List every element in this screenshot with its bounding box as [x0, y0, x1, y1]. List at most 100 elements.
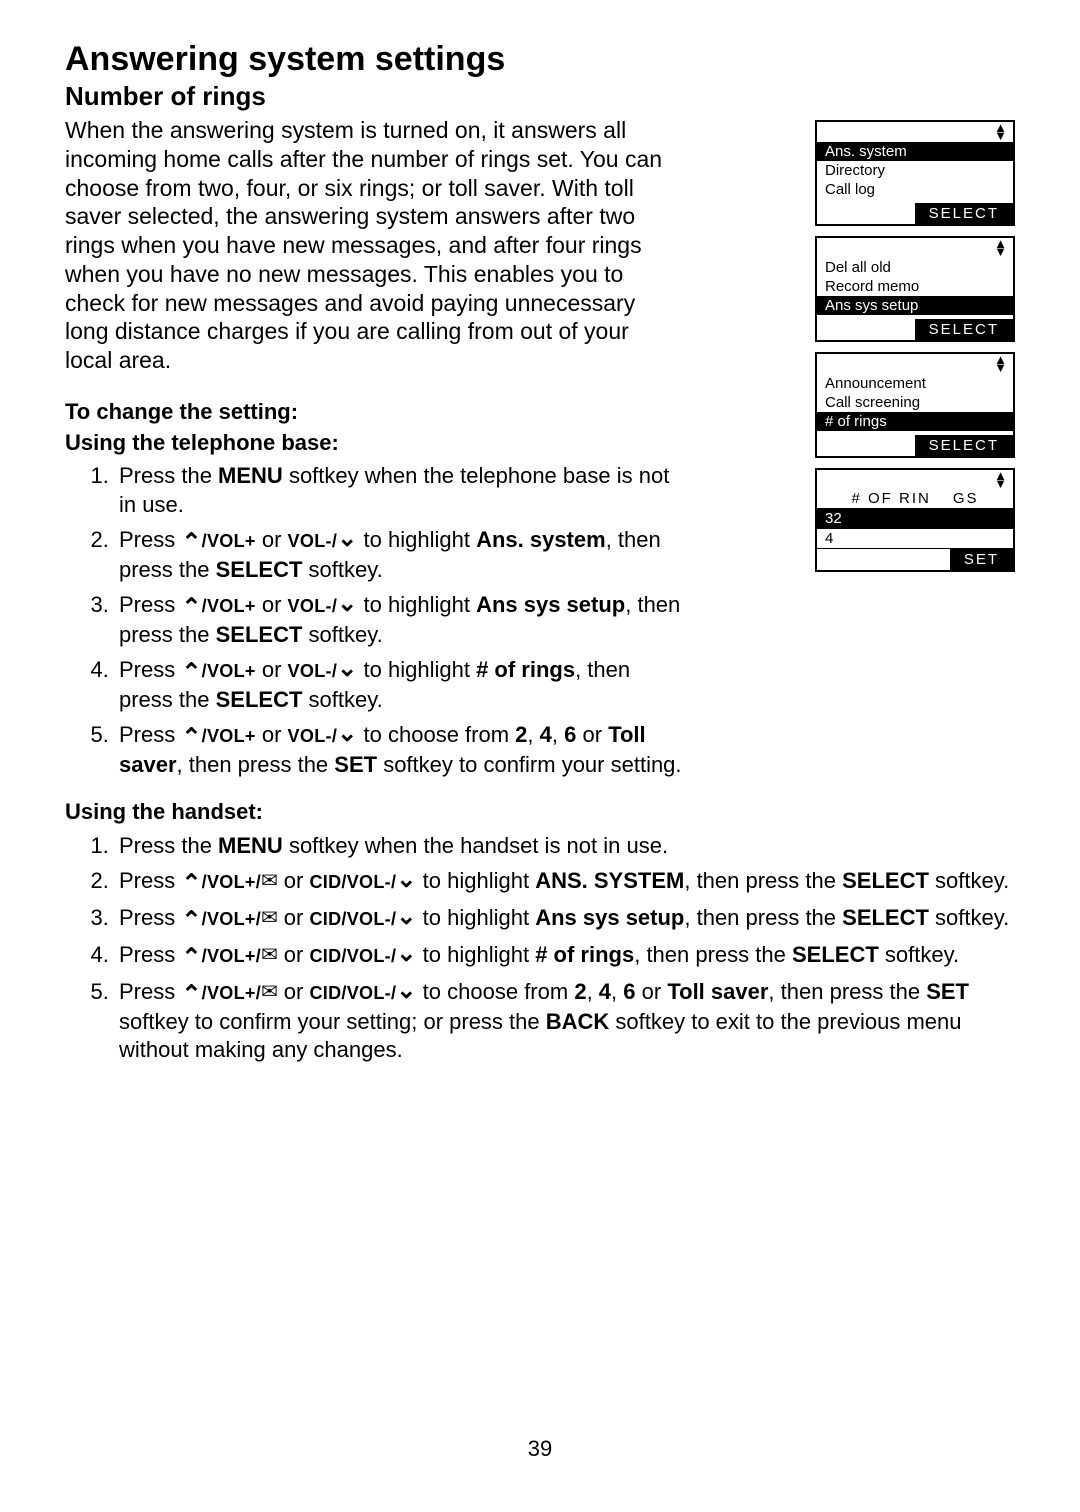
down-arrow-icon — [337, 722, 357, 747]
option-value: 6 — [564, 722, 576, 747]
up-arrow-icon — [181, 657, 201, 682]
intro-paragraph: When the answering system is turned on, … — [65, 116, 665, 375]
up-arrow-icon — [181, 868, 201, 893]
screen-row-selected: Ans. system — [817, 142, 1013, 161]
mail-icon — [261, 905, 278, 930]
vol-down-key: VOL-/ — [288, 661, 338, 681]
screen-2: ▲▼ Del all old Record memo Ans sys setup… — [815, 236, 1015, 342]
select-softkey: SELECT — [915, 319, 1013, 340]
mail-icon — [261, 979, 278, 1004]
step-text: Press — [119, 722, 181, 747]
screen-title-a: # OF RIN — [851, 490, 930, 507]
list-item: Press /VOL+/ or CID/VOL-/ to highlight A… — [115, 866, 1015, 897]
up-arrow-icon — [181, 527, 201, 552]
up-arrow-icon — [181, 905, 201, 930]
updown-arrow-icon: ▲▼ — [994, 124, 1007, 140]
list-item: Press /VOL+ or VOL-/ to highlight # of r… — [115, 655, 685, 714]
step-text: , then press the — [177, 752, 335, 777]
up-arrow-icon — [181, 942, 201, 967]
step-text: or — [576, 722, 608, 747]
handset-heading: Using the handset: — [65, 797, 1015, 828]
screen-row: Call log — [825, 180, 1005, 199]
step-text: or — [278, 905, 310, 930]
step-text: softkey. — [879, 942, 959, 967]
step-text: softkey. — [302, 622, 382, 647]
step-text: Press — [119, 942, 181, 967]
up-arrow-icon — [181, 592, 201, 617]
select-softkey-label: SELECT — [216, 557, 303, 582]
step-text: Press — [119, 592, 181, 617]
screen-title: # OF RIN GS — [817, 488, 1013, 509]
cid-vol-down-key: CID/VOL-/ — [309, 983, 396, 1003]
step-text: Press — [119, 868, 181, 893]
vol-up-key: /VOL+ — [202, 531, 256, 551]
step-text: , — [527, 722, 539, 747]
step-text: , then press the — [684, 868, 842, 893]
step-text: Press the — [119, 463, 218, 488]
step-text: to highlight — [357, 592, 476, 617]
down-arrow-icon — [396, 905, 416, 930]
list-item: Press /VOL+/ or CID/VOL-/ to highlight #… — [115, 940, 1015, 971]
vol-up-key: /VOL+/ — [202, 872, 261, 892]
screen-4: ▲▼ # OF RIN GS 32 4 SET — [815, 468, 1015, 572]
list-item: Press the MENU softkey when the handset … — [115, 832, 1015, 860]
vol-down-key: VOL-/ — [288, 596, 338, 616]
mail-icon — [261, 868, 278, 893]
vol-down-key: VOL-/ — [288, 726, 338, 746]
step-text: or — [256, 657, 288, 682]
step-text: to highlight — [357, 657, 476, 682]
step-text: softkey. — [929, 905, 1009, 930]
set-softkey: SET — [950, 549, 1013, 570]
step-text: , — [587, 979, 599, 1004]
highlight-target: Ans sys setup — [535, 905, 684, 930]
select-softkey-label: SELECT — [842, 868, 929, 893]
vol-up-key: /VOL+ — [202, 596, 256, 616]
step-text: , then press the — [634, 942, 792, 967]
cid-vol-down-key: CID/VOL-/ — [309, 909, 396, 929]
vol-up-key: /VOL+ — [202, 661, 256, 681]
down-arrow-icon — [337, 527, 357, 552]
vol-up-key: /VOL+/ — [202, 909, 261, 929]
section-title: Number of rings — [65, 81, 1015, 112]
option-value: 2 — [574, 979, 586, 1004]
updown-arrow-icon: ▲▼ — [994, 240, 1007, 256]
screen-mockups: ▲▼ Ans. system Directory Call log SELECT… — [815, 120, 1015, 582]
step-text: softkey when the handset is not in use. — [283, 833, 668, 858]
step-text: to choose from — [357, 722, 515, 747]
screen-row: Record memo — [825, 277, 1005, 296]
step-text: Press — [119, 905, 181, 930]
updown-arrow-icon: ▲▼ — [994, 472, 1007, 488]
step-text: softkey. — [302, 687, 382, 712]
step-text: or — [278, 979, 310, 1004]
back-softkey-label: BACK — [546, 1009, 610, 1034]
select-softkey-label: SELECT — [842, 905, 929, 930]
screen-row: Del all old — [825, 258, 1005, 277]
screen-3: ▲▼ Announcement Call screening # of ring… — [815, 352, 1015, 458]
step-text: or — [278, 868, 310, 893]
screen-row-selected: # of rings — [817, 412, 1013, 431]
list-item: Press the MENU softkey when the telephon… — [115, 462, 685, 518]
step-text: to highlight — [417, 868, 536, 893]
down-arrow-icon — [337, 657, 357, 682]
step-text: , — [611, 979, 623, 1004]
screen-row-selected: Ans sys setup — [817, 296, 1013, 315]
vol-up-key: /VOL+ — [202, 726, 256, 746]
step-text: Press — [119, 527, 181, 552]
step-text: or — [256, 592, 288, 617]
select-softkey-label: SELECT — [216, 622, 303, 647]
select-softkey-label: SELECT — [792, 942, 879, 967]
option-value: 6 — [623, 979, 635, 1004]
select-softkey: SELECT — [915, 435, 1013, 456]
list-item: Press /VOL+/ or CID/VOL-/ to highlight A… — [115, 903, 1015, 934]
step-text: or — [278, 942, 310, 967]
step-text: Press the — [119, 833, 218, 858]
screen-title-b: GS — [953, 490, 979, 507]
step-text: Press — [119, 979, 181, 1004]
up-arrow-icon — [181, 722, 201, 747]
step-text: to choose from — [417, 979, 575, 1004]
set-softkey-label: SET — [926, 979, 969, 1004]
list-item: Press /VOL+ or VOL-/ to highlight Ans. s… — [115, 525, 685, 584]
highlight-target: Ans sys setup — [476, 592, 625, 617]
vol-up-key: /VOL+/ — [202, 983, 261, 1003]
screen-value-selected: 32 — [817, 509, 1013, 529]
